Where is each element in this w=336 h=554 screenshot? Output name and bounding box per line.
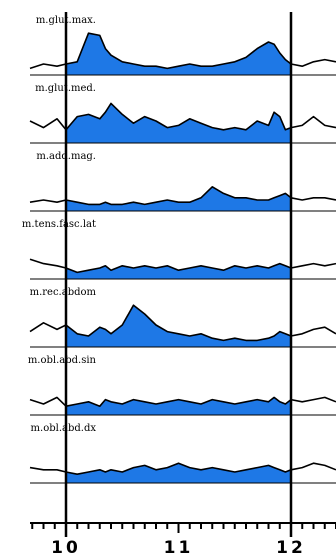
muscle-label: m.obl.abd.sin xyxy=(28,355,97,366)
x-axis xyxy=(30,522,336,533)
x-tick-labels: 10 11 12 xyxy=(51,538,306,554)
muscle-label: m.tens.fasc.lat xyxy=(22,219,96,230)
tick-label-11: 11 xyxy=(164,538,194,554)
emg-trace xyxy=(29,186,336,206)
activation-area xyxy=(66,263,291,279)
emg-trace xyxy=(29,396,336,408)
panel-m-obl-abd-sin: m.obl.abd.sin xyxy=(28,355,336,416)
muscle-label: m.rec.abdom xyxy=(30,287,97,298)
emg-trace xyxy=(29,258,336,274)
panel-m-obl-abd-dx: m.obl.abd.dx xyxy=(29,423,336,484)
activation-area xyxy=(66,397,291,415)
emg-trace xyxy=(29,304,336,342)
panel-m-tens-fasc-lat: m.tens.fasc.lat xyxy=(22,219,336,280)
emg-trace xyxy=(29,32,336,70)
tick-label-12: 12 xyxy=(276,538,306,554)
tick-label-10: 10 xyxy=(51,538,81,554)
activation-area xyxy=(66,305,291,347)
panels-layer: m.glut.max.m.glut.med.m.add.mag.m.tens.f… xyxy=(22,12,336,537)
emg-trace xyxy=(29,102,336,131)
activation-area xyxy=(66,463,291,483)
activation-area xyxy=(66,103,291,143)
activation-area xyxy=(66,33,291,75)
muscle-label: m.obl.abd.dx xyxy=(31,423,97,434)
panel-m-rec-abdom: m.rec.abdom xyxy=(29,287,336,348)
emg-trace xyxy=(29,462,336,476)
